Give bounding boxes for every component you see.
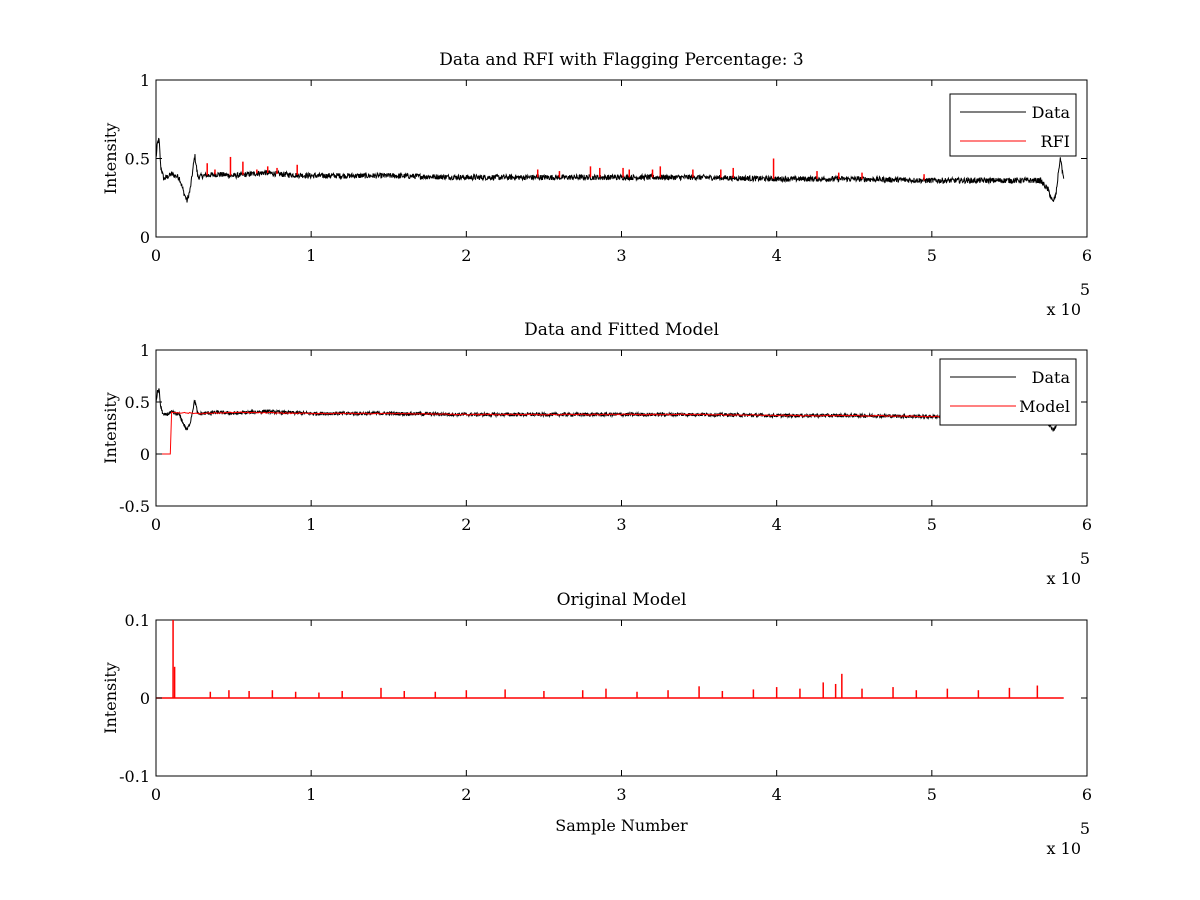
x-axis-exponent: x 10 <box>1047 839 1081 858</box>
y-tick-label: 1 <box>140 341 150 360</box>
x-axis-exponent: x 10 <box>1047 300 1081 319</box>
legend-entry-label: RFI <box>1041 132 1070 151</box>
x-tick-label: 2 <box>461 515 471 534</box>
y-tick-label: 0.1 <box>125 611 150 630</box>
plot-marks <box>156 620 1064 699</box>
x-tick-label: 6 <box>1082 246 1092 265</box>
y-tick-label: 0.5 <box>125 150 150 169</box>
y-tick-label: 0 <box>140 689 150 708</box>
x-tick-label: 1 <box>306 246 316 265</box>
x-axis-exponent-power: 5 <box>1080 280 1090 299</box>
x-tick-label: 0 <box>151 246 161 265</box>
x-tick-label: 0 <box>151 515 161 534</box>
x-axis-exponent: x 10 <box>1047 569 1081 588</box>
plot-marks <box>156 137 1065 203</box>
x-tick-label: 4 <box>772 515 782 534</box>
x-tick-label: 4 <box>772 785 782 804</box>
y-tick-label: -0.5 <box>119 497 150 516</box>
x-tick-label: 1 <box>306 785 316 804</box>
y-tick-label: 1 <box>140 71 150 90</box>
chart-title: Data and Fitted Model <box>524 320 719 340</box>
legend-entry-label: Model <box>1019 397 1070 416</box>
y-tick-label: 0 <box>140 228 150 247</box>
plot-area <box>155 79 1088 238</box>
y-tick-label: 0.5 <box>125 393 150 412</box>
legend-box <box>949 93 1077 157</box>
plot-area <box>155 349 1088 507</box>
y-axis-label: Intensity <box>101 392 120 464</box>
chart-title: Original Model <box>557 590 687 610</box>
legend-entry-label: Data <box>1032 368 1071 387</box>
x-axis-exponent-power: 5 <box>1080 819 1090 838</box>
x-tick-label: 4 <box>772 246 782 265</box>
x-axis-exponent-power: 5 <box>1080 549 1090 568</box>
x-tick-label: 3 <box>616 246 626 265</box>
x-axis-label: Sample Number <box>555 816 688 835</box>
x-tick-label: 6 <box>1082 515 1092 534</box>
y-tick-label: 0 <box>140 445 150 464</box>
chart-title: Data and RFI with Flagging Percentage: 3 <box>439 50 803 70</box>
x-tick-label: 5 <box>927 515 937 534</box>
y-axis-label: Intensity <box>101 662 120 734</box>
x-tick-label: 2 <box>461 785 471 804</box>
legend: Data RFI <box>949 93 1077 157</box>
x-tick-label: 0 <box>151 785 161 804</box>
x-tick-label: 3 <box>616 785 626 804</box>
series-line-model <box>156 411 1064 455</box>
x-tick-label: 5 <box>927 785 937 804</box>
x-tick-label: 6 <box>1082 785 1092 804</box>
series-line-data <box>156 137 1065 203</box>
legend-box <box>939 358 1077 426</box>
x-tick-label: 1 <box>306 515 316 534</box>
chart-panel-1: 0 1 2 3 4 5 6 0 0.5 1 Data and RFI with Flagging P… <box>101 50 1092 319</box>
legend: Data Model <box>939 358 1077 426</box>
x-tick-label: 2 <box>461 246 471 265</box>
x-tick-label: 5 <box>927 246 937 265</box>
x-tick-label: 3 <box>616 515 626 534</box>
plot-marks <box>156 388 1065 455</box>
y-tick-label: -0.1 <box>119 767 150 786</box>
y-axis-label: Intensity <box>101 123 120 195</box>
legend-entry-label: Data <box>1032 103 1071 122</box>
